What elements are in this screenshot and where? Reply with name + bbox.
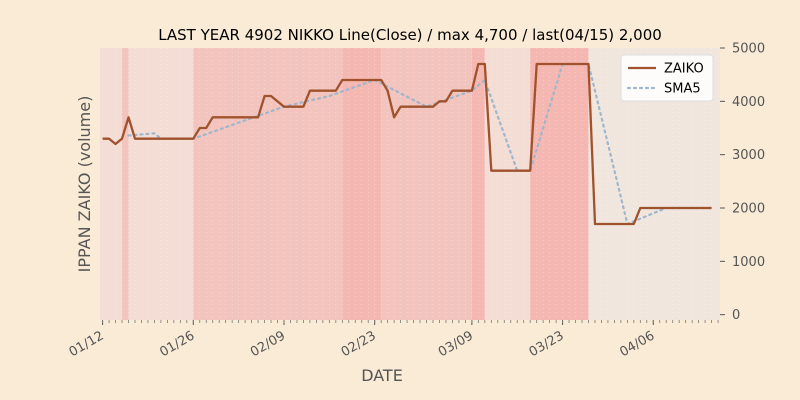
series-line-zaiko [102,62,712,226]
background-band-mid [122,48,129,320]
x-tick-label: 01/26 [157,328,197,360]
background-band-light [100,48,103,320]
y-tick-label: 1000 [732,255,765,270]
background-band-light [484,48,531,320]
legend-label-zaiko: ZAIKO [664,62,704,77]
x-tick-label: 04/06 [617,328,657,360]
x-tick-label: 01/12 [67,328,107,360]
x-tick-label: 03/09 [436,328,476,360]
background-band-mid [193,48,343,320]
x-axis-label: DATE [361,366,403,385]
x-tick-label: 03/23 [527,328,567,360]
y-tick-label: 2000 [732,202,765,217]
legend-label-sma5: SMA5 [664,82,701,97]
y-tick-label: 5000 [732,42,765,57]
x-tick-label: 02/09 [248,328,288,360]
y-tick-label: 3000 [732,148,765,163]
y-tick-label: 4000 [732,95,765,110]
x-tick-label: 02/23 [339,328,379,360]
plot-area: 0 1000 2000 3000 4000 5000 01/12 01/26 02/09 02/2… [67,42,765,361]
background-band-light [102,48,123,320]
legend: ZAIKO SMA5 [620,54,714,102]
background-band-dark [530,48,589,320]
legend-box [620,54,714,102]
y-axis-label: IPPAN ZAIKO (volume) [75,96,94,273]
y-tick-label: 0 [732,308,740,323]
chart-title: LAST YEAR 4902 NIKKO Line(Close) / max 4… [158,26,662,44]
